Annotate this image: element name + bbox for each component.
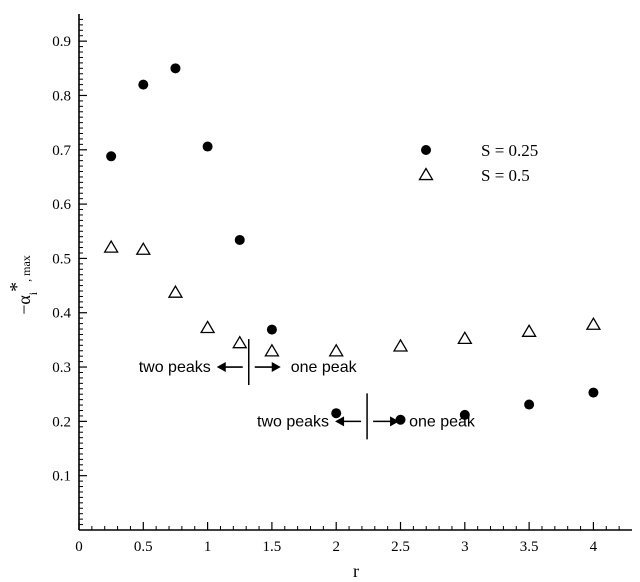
y-axis-label: −αi*, max — [6, 255, 40, 315]
y-tick-label: 0.1 — [52, 469, 71, 485]
x-tick-label: 3.5 — [520, 539, 539, 555]
data-point — [328, 343, 344, 357]
one-peak-label: one peak — [291, 359, 358, 376]
legend: S = 0.25 S = 0.5 — [418, 141, 538, 185]
data-point — [392, 338, 409, 352]
data-point — [170, 63, 181, 74]
data-point — [457, 331, 473, 345]
legend-label: S = 0.25 — [481, 141, 538, 160]
peak-annotation: two peaks one peak — [139, 339, 358, 386]
left-arrow-head — [216, 362, 226, 373]
x-tick-label: 2.5 — [391, 539, 410, 555]
data-point — [199, 320, 216, 334]
data-point — [106, 151, 117, 162]
legend-marker — [421, 145, 431, 155]
left-arrow-head — [335, 416, 345, 427]
data-point — [331, 408, 342, 419]
y-axis-label-sup: * — [6, 282, 28, 292]
x-tick-label: 1.5 — [263, 539, 282, 555]
x-axis-label: r — [353, 561, 359, 581]
x-tick-label: 4 — [590, 539, 598, 555]
data-point — [202, 141, 213, 152]
data-point — [232, 335, 248, 349]
y-tick-label: 0.9 — [52, 34, 71, 50]
y-tick-label: 0.6 — [52, 197, 71, 213]
series-s05 — [103, 239, 602, 357]
series-s025 — [106, 63, 599, 425]
peak-annotation: two peaks one peak — [257, 393, 476, 440]
data-point — [521, 323, 537, 337]
y-tick-label: 0.3 — [52, 360, 71, 376]
data-point — [264, 343, 280, 357]
legend-entry: S = 0.25 — [421, 141, 538, 160]
x-tick-label: 0.5 — [134, 539, 153, 555]
right-arrow-head — [271, 362, 281, 373]
x-tick-label: 0 — [75, 539, 83, 555]
one-peak-label: one peak — [409, 413, 476, 430]
data-point — [135, 241, 151, 255]
data-point — [266, 324, 277, 335]
y-axis-label-main: −α — [14, 295, 34, 315]
data-point — [103, 239, 119, 253]
x-tick-label: 2 — [332, 539, 340, 555]
two-peaks-label: two peaks — [257, 413, 329, 430]
data-point — [395, 414, 406, 425]
data-marks — [103, 63, 602, 425]
y-axis-label-group: −αi*, max — [6, 255, 40, 315]
y-tick-label: 0.5 — [52, 251, 71, 267]
legend-entry: S = 0.5 — [418, 166, 530, 185]
data-point — [138, 79, 149, 90]
x-tick-label: 1 — [204, 539, 212, 555]
y-axis-label-subtail: , max — [19, 255, 33, 282]
two-peaks-label: two peaks — [139, 359, 211, 376]
y-tick-label: 0.8 — [52, 88, 71, 104]
legend-marker — [418, 167, 434, 181]
data-point — [585, 316, 602, 330]
right-arrow-head — [390, 416, 400, 427]
x-tick-label: 3 — [461, 539, 469, 555]
data-point — [459, 409, 470, 420]
legend-label: S = 0.5 — [481, 166, 530, 185]
y-tick-label: 0.4 — [52, 306, 71, 322]
data-point — [524, 399, 535, 410]
data-point — [234, 234, 245, 245]
ticks: 0 0.5 1 1.5 2 2.5 3 3.5 4 0.1 0.2 0.3 0.4 0.5 0.6 0.7 0.… — [52, 18, 620, 555]
data-point — [167, 284, 184, 298]
annotations: two peaks one peak two peaks one peak — [139, 339, 476, 440]
y-tick-label: 0.7 — [52, 143, 71, 159]
data-point — [588, 387, 599, 398]
y-tick-label: 0.2 — [52, 414, 71, 430]
axes — [78, 14, 632, 531]
y-axis-label-sub: i — [26, 291, 40, 295]
